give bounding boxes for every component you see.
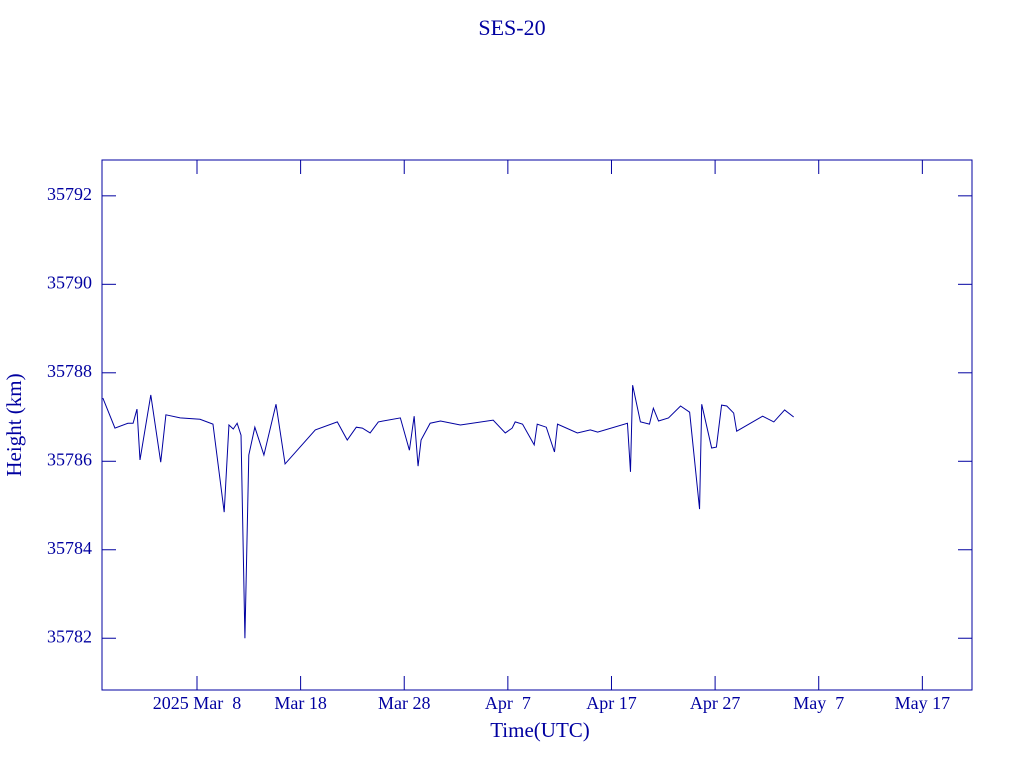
data-line [102,385,794,639]
y-tick-label: 35792 [47,184,92,204]
x-tick-label: May 17 [895,693,951,713]
x-tick-label: May 7 [793,693,844,713]
y-tick-label: 35788 [47,361,92,381]
y-tick-label: 35784 [47,538,92,558]
y-tick-label: 35790 [47,272,92,292]
x-tick-label: Mar 18 [274,693,327,713]
y-axis-label: Height (km) [2,373,26,476]
y-tick-label: 35782 [47,626,92,646]
plot-frame [101,159,973,691]
x-axis-label: Time(UTC) [490,718,590,742]
x-tick-label: Apr 27 [690,693,741,713]
y-tick-label: 35786 [47,449,92,469]
chart-title: SES-20 [478,15,545,40]
x-tick-label: 2025 Mar 8 [153,693,242,713]
x-tick-label: Apr 7 [485,693,531,713]
x-tick-label: Apr 17 [586,693,637,713]
x-tick-label: Mar 28 [378,693,431,713]
